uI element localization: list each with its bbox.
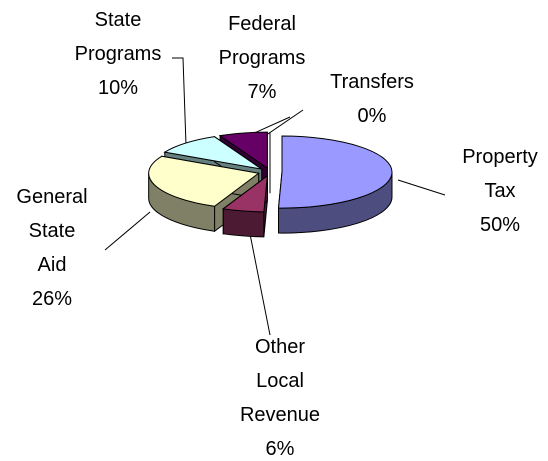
slice-label: Transfers 0% (330, 65, 414, 133)
slice-side (222, 208, 265, 238)
slice (148, 155, 260, 207)
slice-label: Federal Programs 7% (218, 7, 306, 109)
leader-line (261, 109, 304, 139)
leader-line (172, 57, 187, 146)
category-label: General State Aid (16, 186, 88, 276)
slice-tops (148, 131, 393, 213)
slice-label: State Programs 10% (74, 3, 162, 105)
slice (277, 135, 393, 209)
value-label: 50% (479, 214, 521, 236)
category-label: Transfers (330, 71, 414, 93)
leader-line (249, 233, 271, 336)
category-label: Property Tax (462, 146, 538, 202)
value-label: 10% (97, 77, 139, 99)
leader-line (397, 179, 446, 196)
category-label: Federal Programs (218, 13, 306, 69)
category-label: Other Local Revenue (239, 336, 321, 426)
leader-line (104, 211, 151, 251)
value-label: 0% (357, 105, 387, 127)
category-label: State Programs (74, 9, 162, 65)
slice (221, 174, 268, 213)
slice-label: General State Aid 26% (16, 180, 88, 316)
slice-label: Other Local Revenue 6% (239, 330, 321, 461)
value-label: 26% (31, 288, 73, 310)
value-label: 6% (265, 438, 295, 460)
slice (163, 136, 263, 170)
value-label: 7% (247, 81, 277, 103)
slice-label: Property Tax 50% (462, 140, 538, 242)
slice (218, 131, 268, 170)
